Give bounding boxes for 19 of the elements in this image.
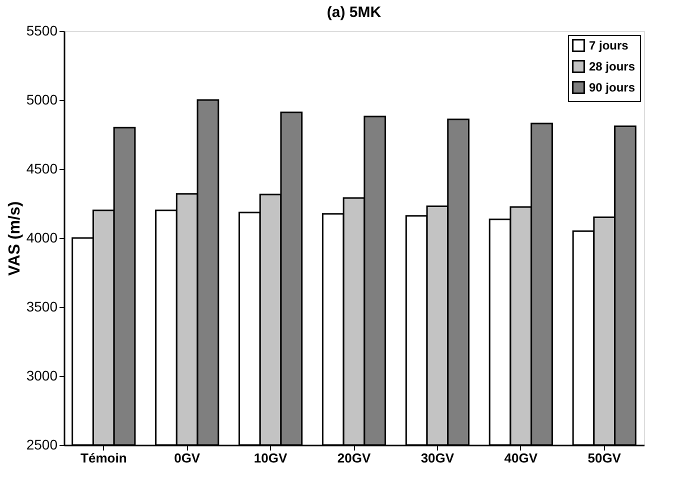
x-tick-label: 40GV bbox=[504, 450, 538, 466]
legend-label: 7 jours bbox=[589, 38, 629, 52]
y-tick-label: 3500 bbox=[26, 298, 58, 314]
x-tick-label: 50GV bbox=[588, 450, 622, 466]
legend-label: 28 jours bbox=[589, 60, 636, 74]
legend-label: 90 jours bbox=[589, 80, 636, 94]
y-tick-label: 4500 bbox=[26, 160, 58, 176]
x-tick-label: 30GV bbox=[420, 450, 454, 466]
y-tick-label: 5000 bbox=[26, 92, 58, 108]
y-tick-label: 3000 bbox=[26, 368, 58, 384]
y-axis-title: VAS (m/s) bbox=[6, 201, 24, 276]
chart-title: (a) 5MK bbox=[326, 4, 382, 21]
y-tick-label: 2500 bbox=[26, 436, 58, 452]
y-tick-label: 5500 bbox=[26, 22, 58, 38]
y-tick-label: 4000 bbox=[26, 230, 58, 246]
x-tick-label: Témoin bbox=[80, 450, 127, 466]
x-tick-label: 10GV bbox=[254, 450, 288, 466]
x-tick-label: 0GV bbox=[174, 450, 200, 466]
x-tick-label: 20GV bbox=[337, 450, 371, 466]
